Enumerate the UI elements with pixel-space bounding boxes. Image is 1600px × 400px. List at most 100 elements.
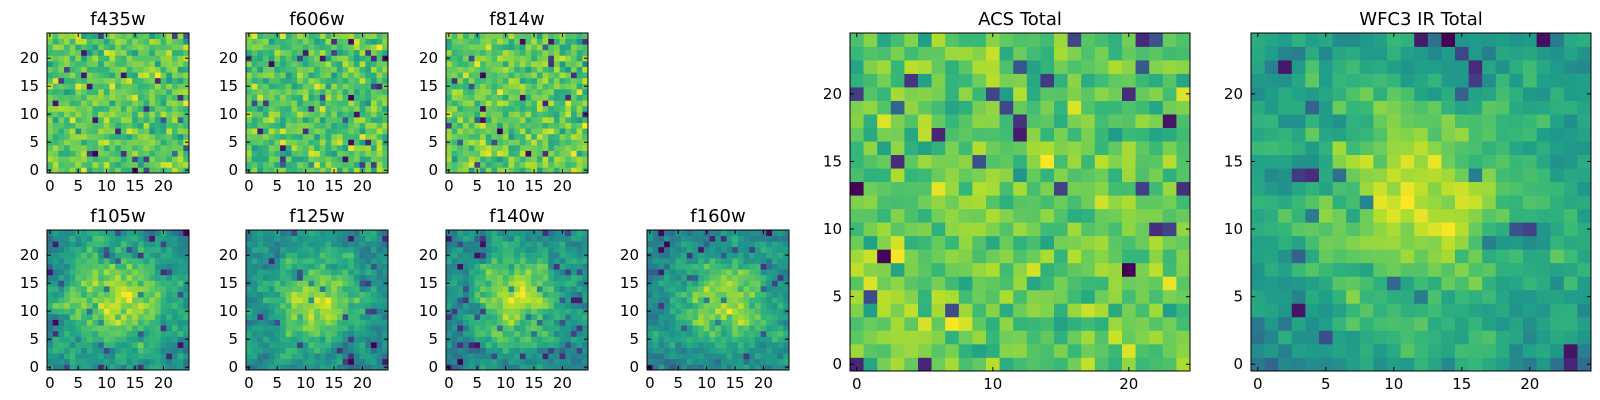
heatmap-cell — [986, 222, 1000, 237]
heatmap-cell — [154, 353, 161, 360]
heatmap-cell — [514, 133, 521, 140]
heatmap-cell — [246, 235, 253, 242]
heatmap-cell — [120, 314, 127, 320]
heatmap-cell — [451, 72, 458, 79]
heatmap-cell — [75, 235, 82, 242]
heatmap-cell — [737, 314, 744, 320]
heatmap-cell — [737, 291, 744, 298]
heatmap-cell — [325, 44, 332, 51]
heatmap-cell — [446, 105, 453, 112]
heatmap-cell — [508, 49, 515, 56]
heatmap-cell — [325, 319, 332, 326]
heatmap-cell — [143, 347, 150, 354]
heatmap-cell — [92, 133, 99, 140]
heatmap-cell — [536, 55, 543, 62]
heatmap-cell — [376, 145, 383, 151]
heatmap-cell — [109, 33, 116, 39]
heatmap-cell — [297, 286, 304, 292]
heatmap-cell — [1054, 168, 1068, 183]
heatmap-cell — [109, 94, 116, 101]
heatmap-cell — [877, 154, 892, 169]
heatmap-cell — [64, 145, 71, 151]
heatmap-cell — [732, 291, 739, 298]
heatmap-cell — [457, 364, 464, 371]
heatmap-cell — [658, 230, 665, 236]
heatmap-cell — [536, 319, 543, 326]
heatmap-cell — [749, 342, 756, 348]
heatmap-cell — [348, 230, 355, 236]
heatmap-cell — [353, 241, 360, 248]
heatmap-cell — [548, 336, 555, 343]
heatmap-cell — [115, 347, 122, 354]
heatmap-cell — [132, 314, 139, 320]
heatmap-cell — [760, 347, 767, 354]
heatmap-cell — [109, 61, 116, 67]
heatmap-cell — [468, 302, 475, 309]
heatmap-cell — [732, 258, 739, 264]
heatmap-cell — [1176, 195, 1191, 210]
heatmap-cell — [565, 241, 572, 248]
heatmap-cell — [348, 33, 355, 39]
heatmap-cell — [474, 117, 481, 123]
heatmap-cell — [1013, 316, 1028, 331]
heatmap-cell — [69, 49, 76, 56]
heatmap-cell — [474, 150, 481, 157]
heatmap-cell — [331, 38, 338, 45]
heatmap-cell — [353, 353, 360, 360]
heatmap-cell — [382, 330, 389, 337]
heatmap-cell — [457, 358, 464, 365]
heatmap-cell — [52, 241, 59, 248]
heatmap-cell — [143, 94, 150, 101]
heatmap-cell — [331, 117, 338, 123]
heatmap-cell — [302, 139, 309, 146]
heatmap-cell — [446, 325, 453, 332]
heatmap-cell — [149, 319, 156, 326]
heatmap-cell — [508, 61, 515, 67]
heatmap-cell — [64, 286, 71, 292]
heatmap-cell — [154, 38, 161, 45]
heatmap-cell — [126, 263, 133, 270]
heatmap-cell — [565, 66, 572, 73]
heatmap-cell — [446, 246, 453, 253]
heatmap-cell — [732, 297, 739, 304]
heatmap-cell — [457, 286, 464, 292]
heatmap-cell — [658, 280, 665, 287]
heatmap-cell — [263, 167, 270, 174]
heatmap-cell — [359, 274, 366, 281]
heatmap-cell — [542, 156, 549, 163]
heatmap-cell — [98, 83, 105, 90]
heatmap-cell — [986, 276, 1000, 291]
heatmap-cell — [251, 122, 258, 129]
heatmap-cell — [519, 269, 526, 276]
heatmap-cell — [485, 111, 492, 118]
heatmap-cell — [160, 128, 167, 135]
heatmap-cell — [370, 330, 377, 337]
heatmap-cell — [743, 274, 750, 281]
heatmap-cell — [647, 269, 654, 276]
heatmap-cell — [783, 319, 790, 326]
heatmap-cell — [126, 139, 133, 146]
heatmap-cell — [514, 308, 521, 315]
heatmap-cell — [553, 286, 560, 292]
heatmap-cell — [81, 83, 88, 90]
heatmap-cell — [365, 122, 372, 129]
heatmap-cell — [137, 105, 144, 112]
heatmap-cell — [336, 302, 343, 309]
heatmap-cell — [463, 353, 470, 360]
heatmap-cell — [86, 252, 93, 259]
heatmap-cell — [497, 308, 504, 315]
heatmap-cell — [652, 252, 659, 259]
heatmap-cell — [263, 139, 270, 146]
heatmap-cell — [553, 100, 560, 107]
heatmap-cell — [766, 347, 773, 354]
heatmap-cell — [582, 150, 589, 157]
heatmap-cell — [692, 353, 699, 360]
heatmap-cell — [109, 89, 116, 95]
heatmap-cell — [342, 111, 349, 118]
heatmap-cell — [115, 263, 122, 270]
heatmap-cell — [166, 89, 173, 95]
heatmap-cell — [451, 286, 458, 292]
heatmap-cell — [319, 319, 326, 326]
heatmap-cell — [325, 49, 332, 56]
heatmap-cell — [754, 280, 761, 287]
